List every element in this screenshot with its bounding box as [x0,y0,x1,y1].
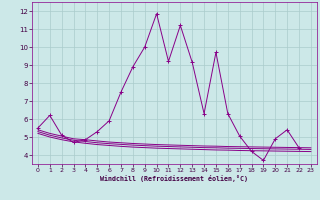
X-axis label: Windchill (Refroidissement éolien,°C): Windchill (Refroidissement éolien,°C) [100,175,248,182]
